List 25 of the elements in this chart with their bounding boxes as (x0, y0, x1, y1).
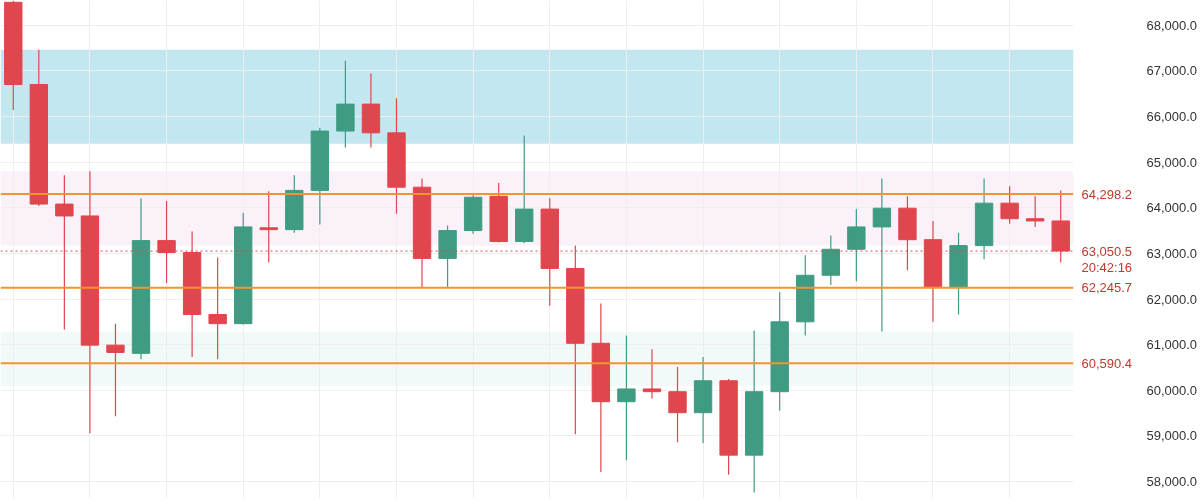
y-tick-label: 64,000.0 (1146, 200, 1198, 216)
candlestick (1025, 195, 1045, 228)
y-tick-label: 63,000.0 (1146, 245, 1198, 261)
candlestick (642, 348, 662, 400)
y-tick-label: 60,000.0 (1146, 382, 1198, 398)
y-tick-label: 59,000.0 (1146, 428, 1198, 444)
y-tick-label: 61,000.0 (1146, 337, 1198, 353)
text: 20:42:16 (1081, 259, 1133, 275)
y-tick-label: 58,000.0 (1146, 474, 1198, 490)
candlestick (617, 334, 636, 461)
candlestick (208, 256, 227, 360)
ref-line-label: 63,050.5 (1081, 243, 1133, 259)
candlestick (872, 177, 892, 333)
ref-line-label: 60,590.4 (1081, 355, 1133, 371)
candlestick (106, 323, 125, 417)
y-tick-label: 65,000.0 (1146, 154, 1198, 170)
y-tick-label: 66,000.0 (1146, 108, 1198, 124)
y-tick-label: 68,000.0 (1146, 17, 1198, 33)
y-tick-label: 67,000.0 (1146, 63, 1198, 79)
ref-line-label: 64,298.2 (1081, 186, 1133, 202)
candlestick (847, 208, 866, 282)
ref-line-label: 62,245.7 (1081, 280, 1133, 296)
candlestick (1000, 185, 1019, 225)
y-tick-label: 62,000.0 (1146, 291, 1198, 307)
candlestick (668, 366, 687, 443)
